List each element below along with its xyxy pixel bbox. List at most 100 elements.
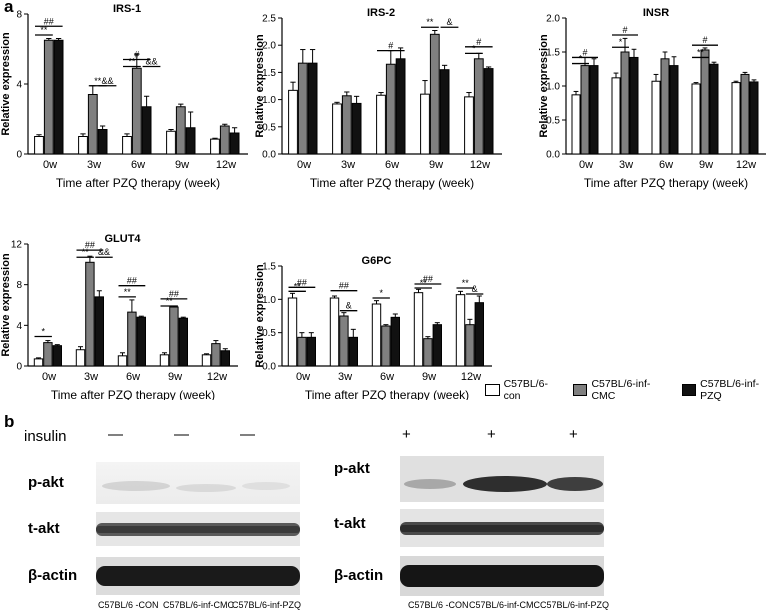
g6pc-x-axis-label: Time after PZQ therapy (week) [305, 388, 469, 400]
irs-2-bar [385, 63, 396, 155]
irs-2-bar [351, 102, 362, 155]
irs-2-x-tick-label: 3w [341, 159, 355, 171]
irs-2-x-axis-label: Time after PZQ therapy (week) [310, 176, 474, 190]
lane-label-cmc-right: C57BL/6-inf-CMC [469, 600, 541, 610]
irs-2-bar [376, 94, 386, 155]
row-label-p-akt-right: p-akt [334, 460, 370, 477]
insr-x-tick-label: 6w [659, 159, 673, 171]
glut4-bar [43, 342, 53, 367]
irs-1-bar [34, 136, 44, 155]
glut4-bar [201, 354, 212, 367]
insr-y-tick-label: 0.0 [546, 150, 560, 161]
irs-1-title: IRS-1 [113, 3, 141, 15]
glut4-y-tick-label: 0 [16, 362, 22, 373]
irs-2-x-tick-label: 6w [385, 159, 399, 171]
g6pc-significance-label: * [379, 288, 383, 298]
blot-p-akt-left-bands [102, 481, 290, 492]
row-label-t-akt-left: t-akt [28, 520, 60, 537]
glut4-bar [117, 355, 128, 367]
insr-significance-label: # [582, 47, 587, 57]
glut4-x-tick-label: 3w [84, 371, 98, 383]
g6pc-bar [287, 297, 298, 367]
glut4-significance-label: ** [82, 247, 90, 257]
glut4-x-tick-label: 9w [168, 371, 182, 383]
insr-bar [749, 81, 759, 155]
glut4-bar [94, 296, 104, 367]
irs-2-y-tick-label: 0.0 [262, 150, 276, 161]
g6pc-bar [432, 324, 443, 367]
insr-bar [669, 65, 679, 155]
blot-t-akt-right [400, 509, 604, 547]
g6pc-x-tick-label: 12w [461, 371, 481, 383]
glut4-bar [178, 317, 189, 367]
glut4-x-tick-label: 12w [207, 371, 227, 383]
g6pc-significance-label: ## [423, 274, 433, 284]
insr-bar [731, 82, 741, 155]
irs-1-significance-label: ** [94, 76, 102, 86]
irs-2-significance-label: # [476, 37, 481, 47]
g6pc-bar [306, 336, 317, 367]
glut4-y-tick-label: 12 [11, 240, 23, 251]
insr-x-axis-label: Time after PZQ therapy (week) [584, 176, 748, 190]
g6pc-bar [455, 294, 466, 367]
insr-x-tick-label: 0w [579, 159, 593, 171]
irs-1-significance-label: && [145, 57, 157, 67]
irs-2-bar [464, 96, 474, 155]
lane-label-con-left: C57BL/6 -CON [98, 600, 159, 610]
insr-y-axis-label: Relative expression [538, 34, 550, 138]
irs-1-bar [185, 127, 196, 155]
legend-swatch-con [485, 384, 500, 396]
irs-2-significance-label: # [388, 41, 393, 51]
g6pc-bar [371, 303, 382, 367]
lane-label-pzq-right: C57BL/6-inf-PZQ [540, 600, 610, 610]
glut4-title: GLUT4 [104, 233, 141, 245]
insr-x-tick-label: 3w [619, 159, 633, 171]
irs-2-bar [341, 95, 352, 155]
insr-y-tick-label: 1.0 [546, 82, 560, 93]
glut4-significance-label: ## [127, 276, 137, 286]
irs-1-x-tick-label: 0w [43, 159, 57, 171]
insulin-sign-left-2: — [174, 426, 189, 443]
irs-1-y-tick-label: 4 [16, 80, 22, 91]
irs-1-significance-label: # [134, 50, 139, 60]
g6pc-y-tick-label: 1.0 [262, 295, 276, 306]
irs-2-significance-label: * [472, 43, 476, 53]
irs-1-x-tick-label: 12w [216, 159, 236, 171]
lane-label-con-right: C57BL/6 -CON [408, 600, 469, 610]
insulin-sign-right-3: + [569, 426, 578, 443]
g6pc-significance-label: & [472, 284, 478, 294]
blot-b-actin-left-bands [96, 566, 300, 586]
irs-2-y-tick-label: 1.0 [262, 95, 276, 106]
irs-2-bar [429, 33, 440, 155]
irs-1-x-tick-label: 3w [87, 159, 101, 171]
insr-bar [651, 80, 661, 155]
irs-2-bar [297, 62, 308, 155]
glut4-bar [33, 358, 44, 367]
blot-p-akt-left [96, 462, 300, 504]
legend-swatch-pzq [681, 384, 697, 396]
glut4-significance-label: ** [124, 287, 132, 297]
g6pc-bar [390, 316, 401, 367]
irs-1-x-tick-label: 6w [131, 159, 145, 171]
glut4-x-tick-label: 6w [126, 371, 140, 383]
irs-1-significance-label: ** [128, 57, 136, 67]
g6pc-significance-label: ## [297, 277, 307, 287]
irs-2-bar [395, 58, 406, 155]
glut4-bar [85, 261, 95, 367]
row-label-b-actin-right: β-actin [334, 567, 384, 584]
glut4-significance-label: ## [169, 289, 179, 299]
glut4-y-tick-label: 8 [16, 280, 22, 291]
legend-item-cmc: C57BL/6-inf-CMC [591, 378, 651, 402]
chart-legend: C57BL/6-con C57BL/6-inf-CMC C57BL/6-inf-… [485, 378, 778, 402]
g6pc-x-tick-label: 6w [380, 371, 394, 383]
insr-bar [700, 49, 710, 155]
g6pc-bar [381, 325, 391, 367]
irs-1-bar [43, 39, 54, 155]
lane-label-cmc-left: C57BL/6-inf-CMC [163, 600, 235, 610]
g6pc-x-tick-label: 3w [338, 371, 352, 383]
insr-significance-label: * [579, 54, 583, 64]
irs-1-bar [219, 125, 230, 155]
glut4-bar [159, 354, 170, 367]
insr-bar [709, 63, 719, 155]
insr-y-tick-label: 2.0 [546, 14, 560, 25]
